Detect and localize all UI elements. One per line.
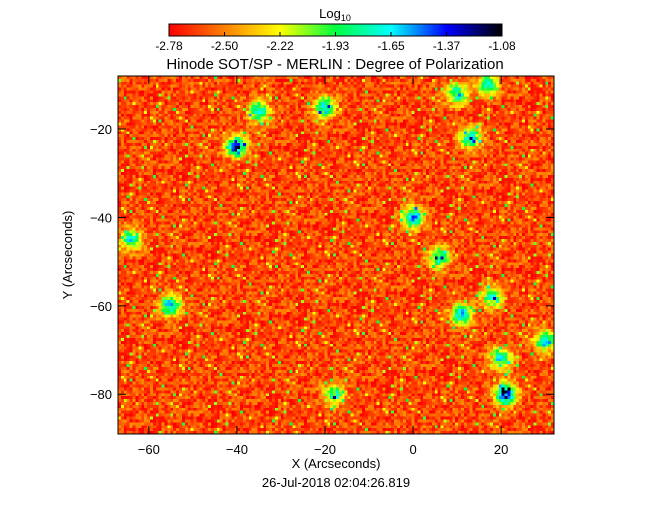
x-axis: −60 −40 −20 0 20 xyxy=(138,76,508,457)
heatmap xyxy=(118,76,554,434)
x-axis-label: X (Arcseconds) xyxy=(292,456,381,471)
heatmap-image xyxy=(118,76,554,434)
colorbar-tick-label: -1.37 xyxy=(433,39,461,53)
y-tick-label: −40 xyxy=(90,210,112,225)
x-tick-label: −40 xyxy=(226,442,248,457)
chart-title: Hinode SOT/SP - MERLIN : Degree of Polar… xyxy=(166,56,503,73)
y-tick-label: −20 xyxy=(90,122,112,137)
colorbar-tick-label: -2.78 xyxy=(155,39,183,53)
colorbar-ticks: -2.78 -2.50 -2.22 -1.93 -1.65 -1.37 -1.08 xyxy=(155,32,516,53)
colorbar-label: Log10 xyxy=(319,6,351,23)
colorbar-tick-label: -1.08 xyxy=(488,39,516,53)
x-tick-label: −60 xyxy=(138,442,160,457)
y-tick-label: −60 xyxy=(90,299,112,314)
timestamp: 26-Jul-2018 02:04:26.819 xyxy=(262,475,410,490)
x-tick-label: 20 xyxy=(494,442,508,457)
colorbar-tick-label: -2.22 xyxy=(266,39,294,53)
colorbar-tick-label: -1.93 xyxy=(322,39,350,53)
colorbar-tick-label: -1.65 xyxy=(377,39,405,53)
y-axis: −20 −40 −60 −80 xyxy=(90,122,554,402)
y-axis-label: Y (Arcseconds) xyxy=(60,211,75,300)
plot-frame xyxy=(117,75,555,435)
x-tick-label: −20 xyxy=(314,442,336,457)
colorbar-tick-label: -2.50 xyxy=(211,39,239,53)
x-tick-label: 0 xyxy=(409,442,416,457)
y-tick-label: −80 xyxy=(90,387,112,402)
